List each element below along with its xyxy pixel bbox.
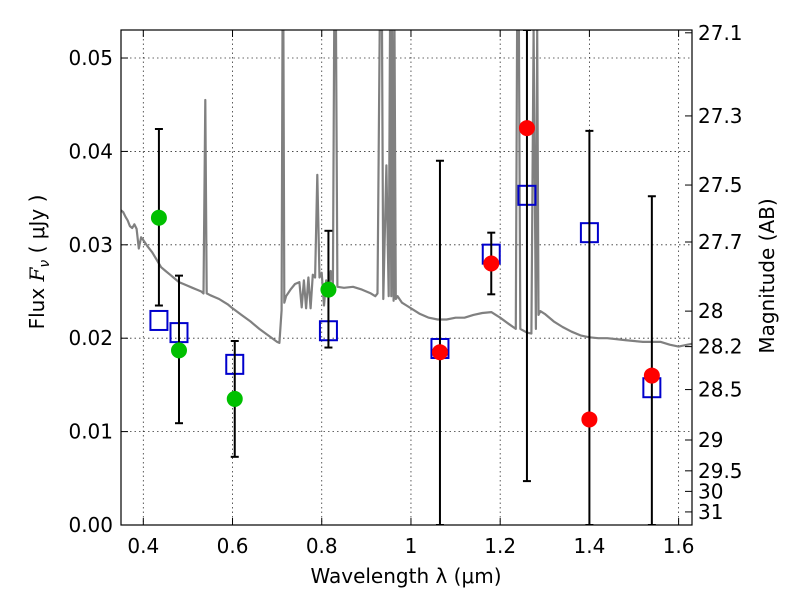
y2-tick-label: 27.3 [698,104,743,128]
y2-tick-label: 30 [698,479,723,503]
y-axis-label-symbol: F [25,266,49,282]
y-tick-label: 0.05 [68,46,113,70]
model-photometry-square [149,309,169,331]
y2-tick-label: 28 [698,299,723,323]
x-tick-label: 1 [405,534,418,558]
plot-frame [120,29,693,526]
y-tick-label: 0.03 [68,233,113,257]
observed-point [431,344,448,361]
observed-point [150,209,167,226]
y2-tick-label: 29 [698,428,723,452]
y-axis-label-suffix: ( μJy ) [25,195,49,260]
x-tick-label: 1.2 [484,534,516,558]
x-tick-label: 1.6 [663,534,695,558]
observed-point [643,367,660,384]
observed-point [518,120,535,137]
y2-tick-label: 28.5 [698,378,743,402]
observed-point [170,342,187,359]
observed-point [483,255,500,272]
y2-tick-label: 27.5 [698,173,743,197]
x-tick-label: 0.6 [217,534,249,558]
axis-ticks: 0.4 0.6 0.8 1 1.2 1.4 1.6 0.00 0.01 0.02 0.03 0.04 0… [68,21,742,558]
y2-tick-label: 27.7 [698,230,743,254]
x-tick-label: 0.8 [306,534,338,558]
y-tick-label: 0.01 [68,420,113,444]
plot-area [121,30,692,525]
y2-tick-label: 28.2 [698,335,743,359]
x-axis-label: Wavelength λ (μm) [310,564,501,588]
y2-axis-label: Magnitude (AB) [755,198,779,353]
model-spectrum-line [121,30,692,348]
x-tick-label: 1.4 [573,534,605,558]
y-axis-label-prefix: Flux [25,281,49,329]
grid [121,30,692,526]
observed-point [581,411,598,428]
observed-point [320,281,337,298]
y-axis-label: Flux Fν ( μJy ) [25,195,53,330]
y-tick-label: 0.02 [68,326,113,350]
y2-tick-label: 29.5 [698,459,743,483]
observed-point [226,390,243,407]
y-axis-label-subscript: ν [37,260,53,268]
y-tick-label: 0.00 [68,513,113,537]
y-tick-label: 0.04 [68,139,113,163]
x-tick-label: 0.4 [127,534,159,558]
y2-tick-label: 27.1 [698,21,743,45]
y2-tick-label: 31 [698,500,723,524]
